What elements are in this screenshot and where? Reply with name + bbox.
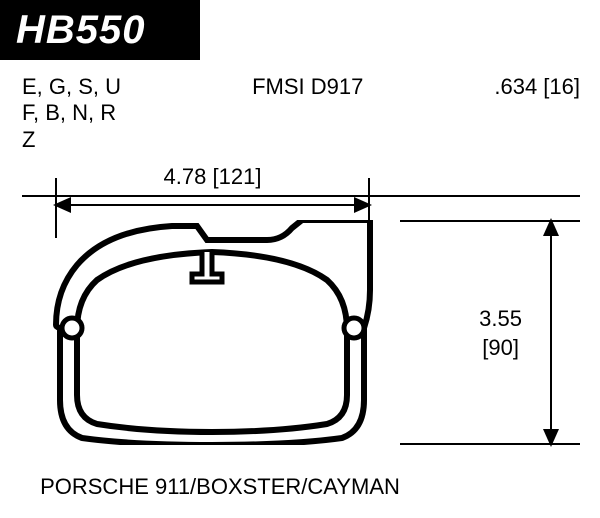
- fmsi-code: FMSI D917: [252, 74, 363, 153]
- compound-codes: E, G, S, U F, B, N, R Z: [22, 74, 121, 153]
- height-dimension: 3.55 [90]: [442, 220, 572, 445]
- width-label: 4.78 [121]: [55, 164, 370, 190]
- dimension-line: [550, 220, 552, 445]
- arrow-up-icon: [543, 218, 559, 236]
- fitment-label: PORSCHE 911/BOXSTER/CAYMAN: [0, 474, 440, 500]
- height-label: 3.55 [90]: [479, 305, 522, 362]
- brake-pad-outline: [42, 220, 382, 445]
- compounds-line: Z: [22, 127, 121, 153]
- part-number: HB550: [16, 8, 146, 53]
- arrow-left-icon: [53, 197, 71, 213]
- thickness-spec: .634 [16]: [494, 74, 580, 153]
- part-number-header: HB550: [0, 0, 200, 60]
- compounds-line: F, B, N, R: [22, 100, 121, 126]
- width-dimension: 4.78 [121]: [55, 168, 370, 208]
- diagram: 4.78 [121] 3.55 [90]: [0, 160, 600, 480]
- dimension-line: [55, 204, 370, 206]
- compounds-line: E, G, S, U: [22, 74, 121, 100]
- arrow-right-icon: [354, 197, 372, 213]
- arrow-down-icon: [543, 429, 559, 447]
